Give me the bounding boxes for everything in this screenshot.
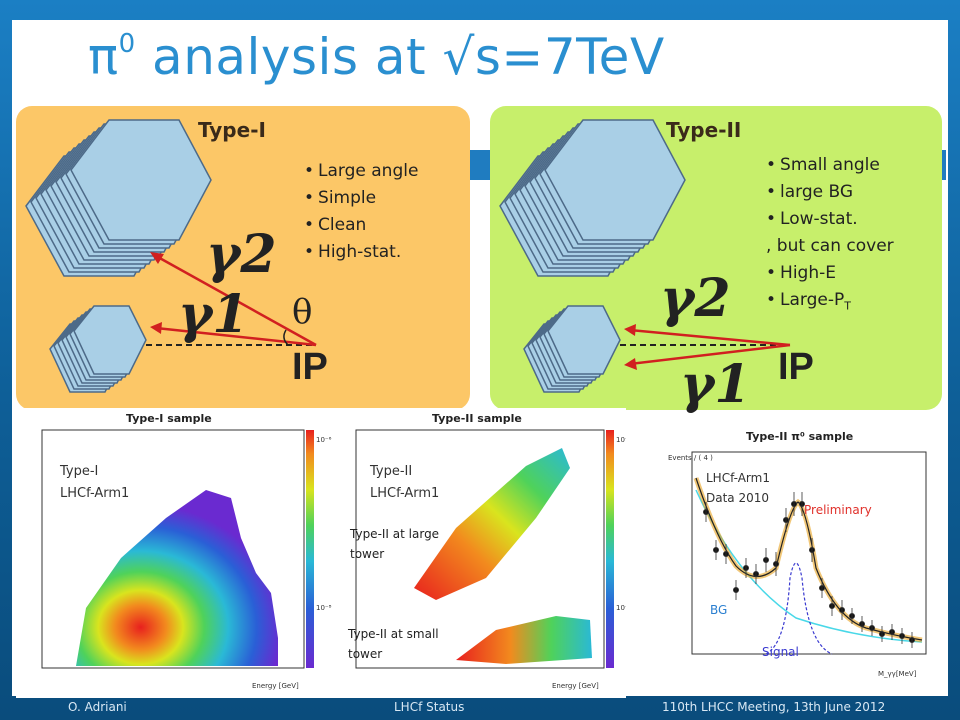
footer-center: LHCf Status	[394, 700, 465, 714]
plot1-label-detector: LHCf-Arm1	[60, 486, 130, 501]
type2-calorimeter-diagram	[499, 119, 791, 393]
footer-author: O. Adriani	[68, 700, 127, 714]
type1-bullets: Large angle Simple Clean High-stat.	[304, 158, 418, 266]
plot3-label-data: Data 2010	[706, 491, 770, 505]
plot3-bg-label: BG	[710, 603, 728, 617]
ip-label: IP	[778, 346, 814, 388]
plot1-zlabel-low: 10⁻⁸	[316, 604, 332, 612]
type1-calorimeter-diagram	[25, 119, 317, 393]
type2-panel: Type-II Small angle large BG Low-stat. ,…	[490, 106, 942, 415]
theta-label: θ	[292, 292, 313, 332]
gamma1-label: γ1	[680, 354, 751, 415]
plot3-mass-distribution	[691, 451, 927, 655]
type2-bullet: Large-PT	[766, 287, 894, 319]
type1-bullet: Simple	[304, 185, 418, 212]
plot1-zlabel-high: 10⁻⁶	[316, 436, 332, 444]
plot3-label-detector: LHCf-Arm1	[706, 471, 770, 485]
footer-right: 110th LHCC Meeting, 13th June 2012	[662, 700, 886, 714]
type2-bullet: Low-stat.	[766, 206, 894, 233]
type1-panel: Type-I Large angle Simple Clean High-sta…	[16, 106, 470, 410]
plot2-large-tower-label: Type-II at large tower	[350, 527, 440, 561]
plot2-title: Type-II sample	[432, 412, 522, 425]
plot2-label-detector: LHCf-Arm1	[370, 486, 440, 501]
plot2-zlabel-low: 10⁻⁸	[616, 604, 632, 612]
plot3-preliminary: Preliminary	[804, 503, 872, 517]
plot1-xlabel: Energy [GeV]	[252, 682, 299, 690]
type2-bullet: , but can cover	[766, 236, 894, 256]
type1-title: Type-I	[198, 118, 266, 142]
mass-plot-panel: Type-II π⁰ sample	[626, 418, 932, 690]
plot2-heatmap	[355, 429, 614, 669]
slide-title: π0 analysis at √s=7TeV	[88, 28, 665, 86]
type1-bullet: Large angle	[304, 158, 418, 185]
gamma1-label: γ1	[178, 284, 249, 345]
gamma2-label: γ2	[206, 224, 277, 285]
gamma2-label: γ2	[660, 268, 731, 329]
type2-bullet: Small angle	[766, 152, 894, 179]
plot1-title: Type-I sample	[126, 412, 212, 425]
type1-bullet: High-stat.	[304, 239, 418, 266]
plot1-heatmap	[41, 429, 314, 669]
type2-bullets: Small angle large BG Low-stat. , but can…	[766, 152, 894, 319]
plot3-signal-label: Signal	[762, 645, 799, 659]
type2-bullet: High-E	[766, 260, 894, 287]
plot1-label-type: Type-I	[60, 464, 99, 479]
plot3-ylabel: Events / ( 4 )	[668, 454, 713, 462]
plot2-label-type: Type-II	[370, 464, 413, 479]
plot2-zlabel-high: 10⁻⁶	[616, 436, 632, 444]
plot3-title: Type-II π⁰ sample	[746, 430, 854, 443]
plot3-xlabel: M_γγ[MeV]	[878, 670, 917, 678]
scatter-plots-panel: Type-I sample	[16, 408, 631, 698]
plot2-xlabel: Energy [GeV]	[552, 682, 599, 690]
plot2-small-tower-label: Type-II at small tower	[348, 627, 439, 661]
type2-bullet: large BG	[766, 179, 894, 206]
ip-label: IP	[292, 346, 328, 388]
type1-bullet: Clean	[304, 212, 418, 239]
type2-title: Type-II	[666, 118, 742, 142]
